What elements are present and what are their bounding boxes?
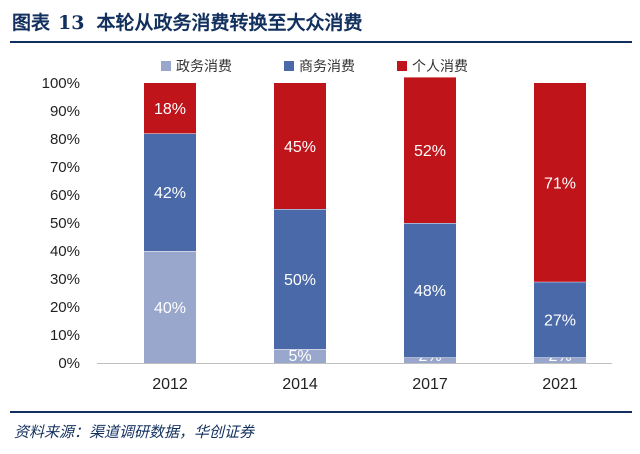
- legend-item: 个人消费: [397, 59, 468, 75]
- y-tick-label: 60%: [50, 187, 80, 204]
- x-tick-label: 2017: [412, 376, 448, 393]
- data-label: 40%: [154, 300, 186, 317]
- legend-label: 商务消费: [299, 59, 355, 75]
- bar-segment: [144, 133, 196, 251]
- data-label: 18%: [154, 101, 186, 118]
- y-tick-label: 100%: [42, 75, 80, 92]
- bar-stack-2014: 5% 50% 45%: [274, 83, 326, 365]
- bar-stack-2017: 2%48%52%: [404, 77, 456, 365]
- legend-item: 政务消费: [161, 59, 232, 75]
- bar-stack-2021: 2%27%71%: [534, 83, 586, 365]
- y-tick-label: 70%: [50, 159, 80, 176]
- bar-segment: [404, 77, 456, 224]
- bar-segment: [144, 83, 196, 134]
- y-tick-label: 20%: [50, 299, 80, 316]
- data-label: 71%: [544, 175, 576, 192]
- bar-segment: [534, 83, 586, 282]
- y-tick-label: 30%: [50, 271, 80, 288]
- y-tick-label: 10%: [50, 327, 80, 344]
- legend-item: 商务消费: [284, 59, 355, 75]
- bar-segment: [274, 349, 326, 363]
- legend-swatch: [161, 61, 171, 71]
- footer-divider: [10, 411, 632, 413]
- legend-label: 政务消费: [176, 59, 232, 75]
- legend: 政务消费 商务消费 个人消费: [161, 59, 468, 75]
- legend-swatch: [284, 61, 294, 71]
- figure-title-text: 本轮从政务消费转换至大众消费: [96, 12, 363, 34]
- data-label: 45%: [284, 139, 316, 156]
- y-tick-label: 50%: [50, 215, 80, 232]
- data-label: 52%: [414, 143, 446, 160]
- x-axis: 2012 2014 2017 2021: [152, 376, 578, 393]
- legend-swatch: [397, 61, 407, 71]
- y-tick-label: 0%: [58, 355, 80, 372]
- title-divider: [10, 41, 632, 43]
- bar-segment: [274, 209, 326, 349]
- figure-title: 图表 13 本轮从政务消费转换至大众消费: [12, 8, 362, 35]
- stacked-bar-chart: 政务消费 商务消费 个人消费 0% 10% 20% 30% 40% 50% 60% 70% 80% 9…: [42, 59, 612, 393]
- bar-stack-2012: 40% 42% 18%: [144, 83, 196, 363]
- bar-segment: [274, 83, 326, 209]
- x-tick-label: 2012: [152, 376, 188, 393]
- data-label: 27%: [544, 313, 576, 330]
- data-label: 50%: [284, 272, 316, 289]
- legend-label: 个人消费: [412, 59, 468, 75]
- figure-label: 图表: [12, 12, 51, 34]
- figure-number: 13: [58, 12, 85, 34]
- bar-segment: [144, 251, 196, 363]
- y-tick-label: 80%: [50, 131, 80, 148]
- x-tick-label: 2014: [282, 376, 318, 393]
- data-label: 5%: [288, 348, 311, 365]
- data-label: 42%: [154, 185, 186, 202]
- bars: 40%42%18%5%50%45%2%48%52%2%27%71%: [144, 77, 586, 365]
- bar-segment: [534, 281, 586, 358]
- x-tick-label: 2021: [542, 376, 578, 393]
- y-tick-label: 90%: [50, 103, 80, 120]
- data-label: 48%: [414, 283, 446, 300]
- y-axis: 0% 10% 20% 30% 40% 50% 60% 70% 80% 90% 100%: [42, 75, 612, 372]
- bar-segment: [404, 357, 456, 363]
- bar-segment: [404, 223, 456, 358]
- source-note: 资料来源：渠道调研数据，华创证券: [14, 423, 255, 441]
- y-tick-label: 40%: [50, 243, 80, 260]
- bar-segment: [534, 357, 586, 363]
